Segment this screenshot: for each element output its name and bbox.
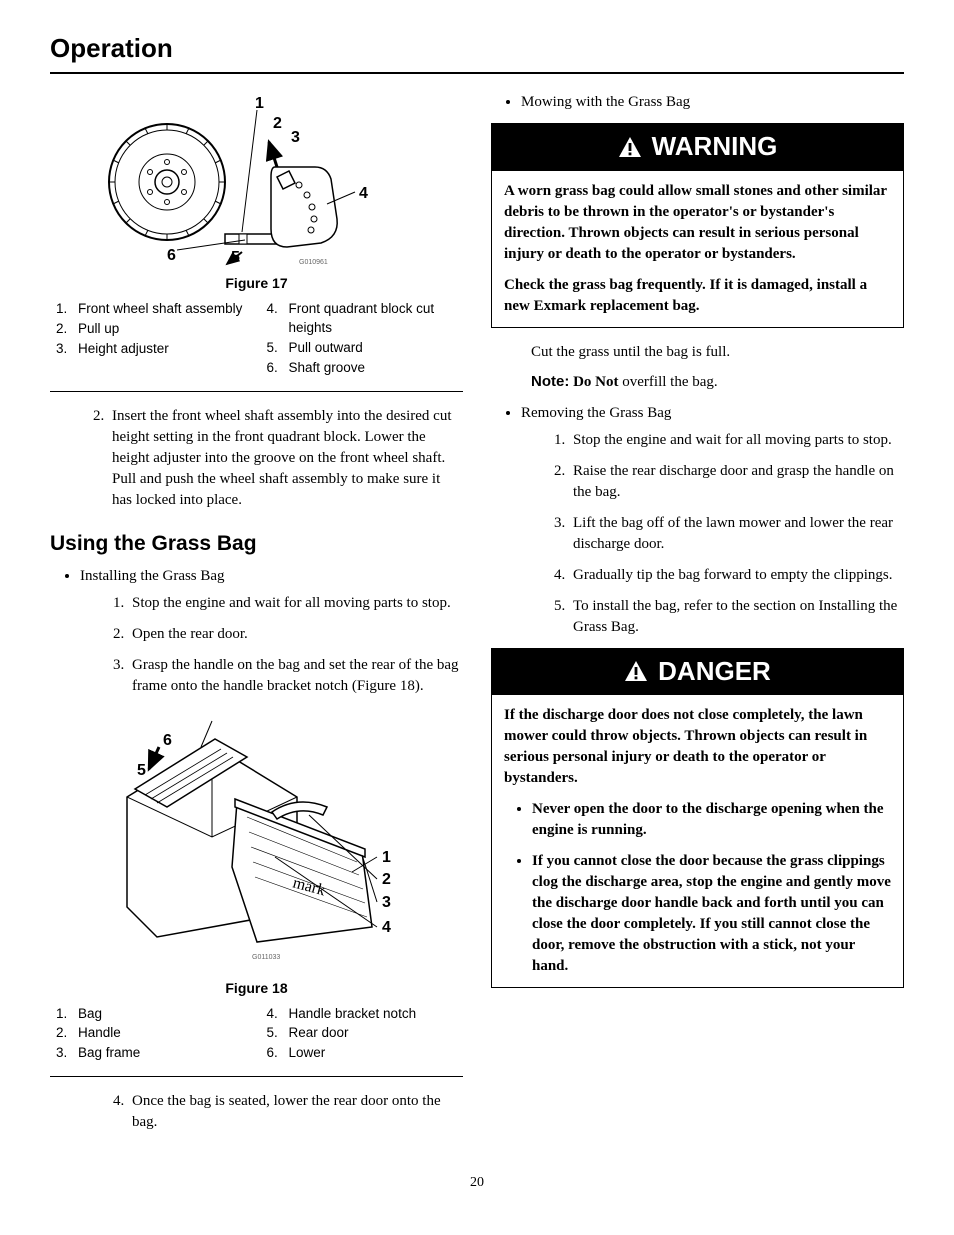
removing-steps: Stop the engine and wait for all moving …	[521, 430, 904, 638]
warning-p2: Check the grass bag frequently. If it is…	[504, 275, 891, 317]
page-number: 20	[50, 1173, 904, 1193]
figure-17-caption: Figure 17	[50, 274, 463, 294]
danger-b1: Never open the door to the discharge ope…	[532, 799, 891, 841]
figure-18-image: mark 5 6 1 2 3 4	[97, 707, 417, 977]
installing-section: Installing the Grass Bag Stop the engine…	[50, 566, 463, 697]
install-step-2: Open the rear door.	[128, 624, 463, 645]
subheading-grass-bag: Using the Grass Bag	[50, 529, 463, 558]
installing-bullet: Installing the Grass Bag Stop the engine…	[80, 566, 463, 697]
removing-section: Removing the Grass Bag Stop the engine a…	[491, 403, 904, 638]
left-column: 1 2 3 4 5 6 G010961 Figure 17 1.Front wh…	[50, 92, 463, 1143]
divider	[50, 391, 463, 392]
svg-text:4: 4	[359, 185, 368, 202]
note-label: Note:	[531, 373, 569, 390]
warning-p1: A worn grass bag could allow small stone…	[504, 181, 891, 265]
warning-body: A worn grass bag could allow small stone…	[492, 171, 903, 327]
note-bold: Do Not	[569, 374, 618, 390]
remove-step-3: Lift the bag off of the lawn mower and l…	[569, 513, 904, 555]
svg-text:1: 1	[255, 95, 264, 112]
page-title: Operation	[50, 30, 904, 74]
danger-icon	[624, 660, 648, 682]
figure-17: 1 2 3 4 5 6 G010961 Figure 17	[50, 92, 463, 294]
svg-text:3: 3	[382, 894, 391, 911]
svg-text:2: 2	[382, 871, 391, 888]
svg-text:G010961: G010961	[299, 259, 328, 266]
svg-text:6: 6	[163, 732, 172, 749]
install-step-3: Grasp the handle on the bag and set the …	[128, 655, 463, 697]
danger-header: DANGER	[492, 649, 903, 695]
mowing-bullet: Mowing with the Grass Bag	[521, 92, 904, 113]
content-columns: 1 2 3 4 5 6 G010961 Figure 17 1.Front wh…	[50, 92, 904, 1143]
note-line: Note: Do Not overfill the bag.	[531, 371, 904, 393]
remove-step-5: To install the bag, refer to the section…	[569, 596, 904, 638]
warning-title: WARNING	[652, 128, 778, 164]
right-column: Mowing with the Grass Bag WARNING A worn…	[491, 92, 904, 1143]
figure-18-legend: 1.Bag 2.Handle 3.Bag frame 4.Handle brac…	[50, 1005, 463, 1065]
danger-body: If the discharge door does not close com…	[492, 695, 903, 987]
figure-17-legend: 1.Front wheel shaft assembly 2.Pull up 3…	[50, 300, 463, 379]
svg-text:3: 3	[291, 129, 300, 146]
remove-step-4: Gradually tip the bag forward to empty t…	[569, 565, 904, 586]
danger-b2: If you cannot close the door because the…	[532, 851, 891, 977]
remove-step-2: Raise the rear discharge door and grasp …	[569, 461, 904, 503]
step-2: Insert the front wheel shaft assembly in…	[108, 406, 463, 511]
danger-box: DANGER If the discharge door does not cl…	[491, 648, 904, 988]
warning-box: WARNING A worn grass bag could allow sma…	[491, 123, 904, 327]
warning-icon	[618, 136, 642, 158]
install-step-4: Once the bag is seated, lower the rear d…	[128, 1091, 463, 1133]
note-tail: overfill the bag.	[619, 374, 718, 390]
svg-text:4: 4	[382, 919, 391, 936]
figure-18-caption: Figure 18	[50, 979, 463, 999]
svg-text:6: 6	[167, 247, 176, 264]
svg-text:5: 5	[137, 762, 146, 779]
svg-text:G011033: G011033	[252, 954, 280, 961]
svg-text:5: 5	[231, 249, 240, 266]
step-list: Insert the front wheel shaft assembly in…	[50, 406, 463, 511]
installing-steps: Stop the engine and wait for all moving …	[80, 593, 463, 697]
cut-grass-text: Cut the grass until the bag is full.	[531, 342, 904, 363]
svg-text:2: 2	[273, 115, 282, 132]
install-step-1: Stop the engine and wait for all moving …	[128, 593, 463, 614]
danger-title: DANGER	[658, 653, 771, 689]
danger-bullets: Never open the door to the discharge ope…	[504, 799, 891, 977]
remove-step-1: Stop the engine and wait for all moving …	[569, 430, 904, 451]
install-step4-list: Once the bag is seated, lower the rear d…	[50, 1091, 463, 1133]
figure-17-image: 1 2 3 4 5 6 G010961	[97, 92, 417, 272]
warning-header: WARNING	[492, 124, 903, 170]
mowing-section: Mowing with the Grass Bag	[491, 92, 904, 113]
svg-text:1: 1	[382, 849, 391, 866]
figure-18: mark 5 6 1 2 3 4	[50, 707, 463, 999]
removing-bullet: Removing the Grass Bag Stop the engine a…	[521, 403, 904, 638]
danger-p1: If the discharge door does not close com…	[504, 705, 891, 789]
divider-2	[50, 1076, 463, 1077]
